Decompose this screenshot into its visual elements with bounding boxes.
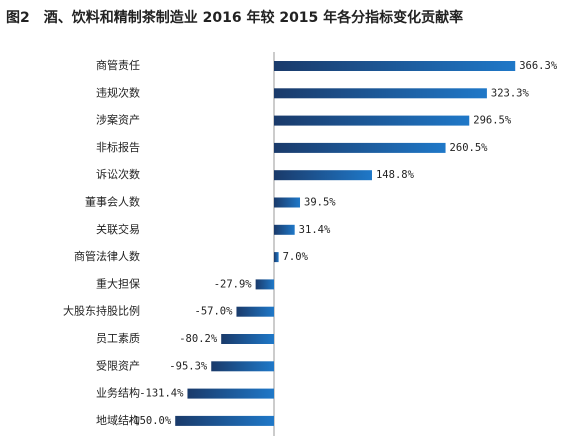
bar (274, 61, 516, 71)
value-label: 296.5% (473, 115, 512, 127)
bar (274, 142, 446, 153)
bar (274, 197, 301, 208)
category-label: 违规次数 (96, 85, 140, 99)
category-label: 重大担保 (96, 276, 140, 290)
value-label: 39.5% (304, 197, 336, 209)
bar (255, 279, 274, 290)
bar (274, 170, 372, 181)
value-label: -27.9% (214, 278, 253, 290)
category-label: 业务结构 (96, 386, 140, 400)
value-label: -150.0% (127, 415, 172, 427)
bar (274, 88, 487, 99)
category-label: 涉案资产 (96, 113, 140, 127)
category-label: 董事会人数 (85, 196, 140, 209)
value-label: 260.5% (450, 142, 489, 154)
value-label: -80.2% (179, 333, 218, 345)
category-label: 诉讼次数 (96, 167, 140, 181)
category-label: 受限资产 (96, 358, 140, 372)
bar (274, 224, 295, 235)
chart-title: 图2 酒、饮料和精制茶制造业 2016 年较 2015 年各分指标变化贡献率 (6, 9, 463, 26)
value-label: 7.0% (283, 251, 309, 263)
category-label: 商管法律人数 (74, 249, 140, 263)
category-label: 商管责任 (96, 58, 140, 72)
category-label: 关联交易 (96, 222, 140, 236)
category-label: 非标报告 (96, 140, 140, 154)
bar (211, 361, 274, 372)
value-label: -131.4% (139, 388, 184, 400)
bar (274, 252, 279, 263)
value-label: -57.0% (195, 306, 234, 318)
bar (221, 334, 274, 344)
bar (274, 115, 470, 126)
bar (175, 415, 274, 426)
value-label: 148.8% (376, 169, 415, 181)
bar (236, 306, 274, 317)
value-label: 323.3% (491, 87, 530, 99)
bar (187, 388, 274, 399)
value-label: -95.3% (169, 360, 208, 372)
category-label: 员工素质 (96, 332, 140, 345)
category-label: 地域结构 (96, 413, 140, 427)
value-label: 366.3% (519, 60, 558, 72)
category-label: 大股东持股比例 (63, 304, 140, 318)
value-label: 31.4% (299, 224, 331, 236)
